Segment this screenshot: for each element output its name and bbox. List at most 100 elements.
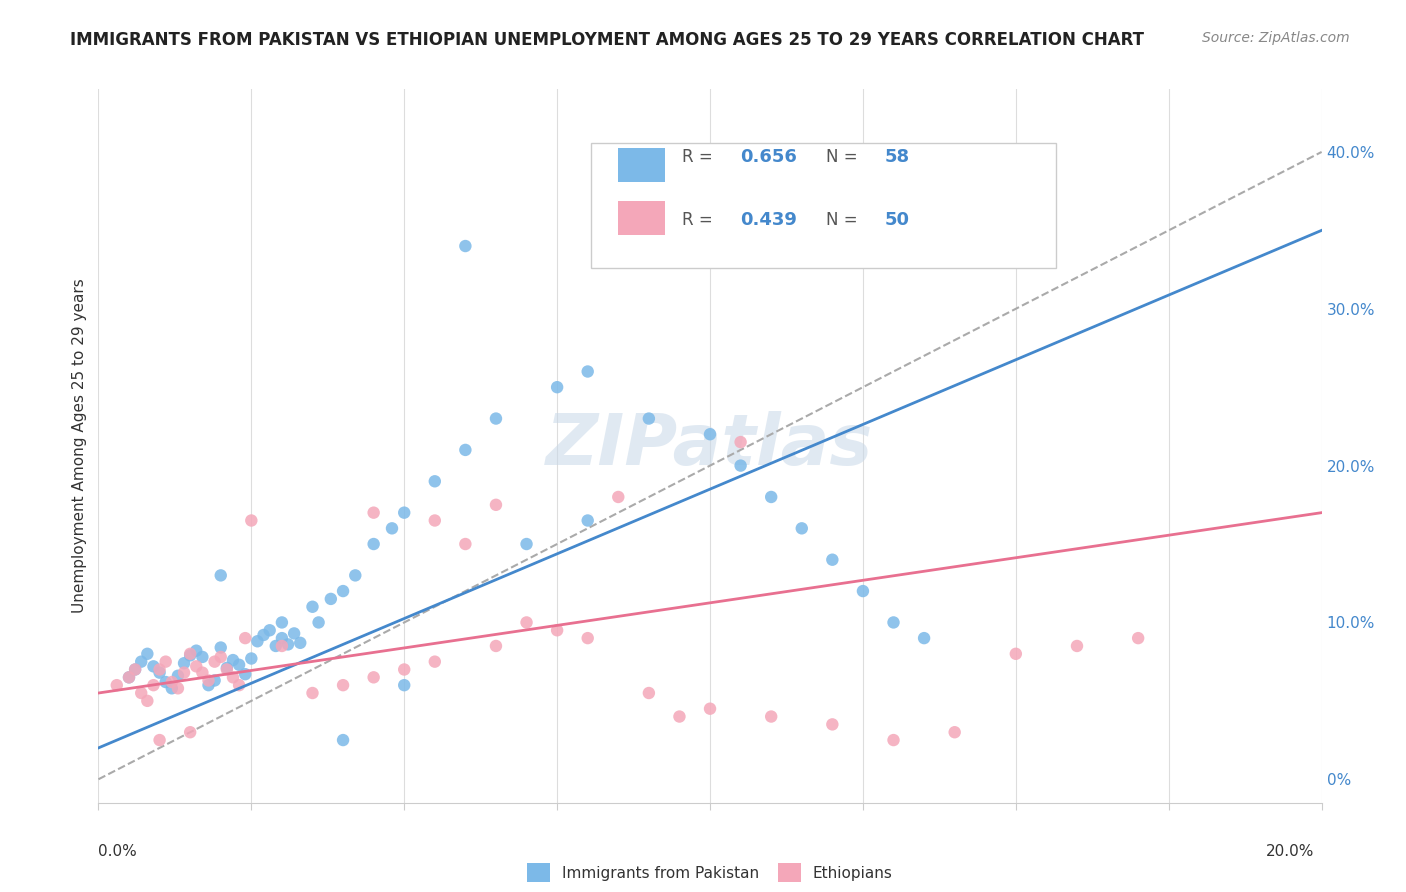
Text: ZIPatlas: ZIPatlas [547, 411, 873, 481]
Text: 50: 50 [884, 211, 910, 228]
Point [160, 681, 183, 696]
Point [160, 675, 183, 690]
Text: 0.0%: 0.0% [98, 845, 138, 859]
Point [142, 678, 165, 692]
Point [167, 681, 190, 696]
FancyBboxPatch shape [592, 143, 1056, 268]
Point [240, 514, 263, 528]
Point [290, 636, 312, 650]
Point [485, 639, 508, 653]
Point [264, 639, 287, 653]
Point [668, 709, 690, 723]
Point [228, 678, 250, 692]
Point [142, 659, 165, 673]
Point [454, 442, 477, 457]
Point [319, 591, 342, 606]
Point [423, 514, 446, 528]
Bar [619, 148, 665, 182]
Point [308, 615, 330, 630]
Point [392, 678, 416, 692]
Point [759, 709, 782, 723]
Point [240, 651, 263, 665]
Point [233, 631, 256, 645]
Point [576, 514, 599, 528]
Bar [619, 202, 665, 235]
Point [149, 665, 172, 680]
Point [485, 411, 508, 425]
Point [730, 458, 752, 473]
Point [1004, 647, 1026, 661]
Point [1128, 631, 1150, 645]
Point [332, 733, 354, 747]
Point [129, 686, 152, 700]
Text: N =: N = [827, 148, 863, 166]
Text: 0.656: 0.656 [741, 148, 797, 166]
Point [790, 521, 813, 535]
Point [191, 649, 214, 664]
Point [209, 640, 232, 655]
Point [277, 637, 299, 651]
Point [105, 678, 128, 692]
Point [124, 663, 146, 677]
Point [233, 667, 256, 681]
Point [301, 686, 323, 700]
Point [270, 631, 292, 645]
Text: 58: 58 [884, 148, 910, 166]
Point [454, 537, 477, 551]
Point [392, 506, 416, 520]
Point [259, 624, 281, 638]
Point [209, 568, 232, 582]
Text: 20.0%: 20.0% [1267, 845, 1315, 859]
Point [149, 663, 172, 677]
Point [576, 631, 599, 645]
Point [215, 663, 238, 677]
Text: R =: R = [682, 148, 718, 166]
Point [252, 628, 274, 642]
Point [363, 506, 385, 520]
Point [576, 364, 599, 378]
Y-axis label: Unemployment Among Ages 25 to 29 years: Unemployment Among Ages 25 to 29 years [72, 278, 87, 614]
Point [759, 490, 782, 504]
Point [186, 659, 208, 673]
Point [546, 380, 568, 394]
Point [173, 665, 195, 680]
Point [699, 702, 721, 716]
Point [699, 427, 721, 442]
Point [485, 498, 508, 512]
Point [204, 655, 226, 669]
Point [222, 670, 245, 684]
Point [149, 733, 172, 747]
Point [124, 663, 146, 677]
Text: 0.439: 0.439 [741, 211, 797, 228]
Point [516, 615, 538, 630]
Point [332, 678, 354, 692]
Point [179, 648, 201, 663]
Point [423, 655, 446, 669]
Point [129, 655, 152, 669]
Point [155, 655, 177, 669]
Point [246, 634, 269, 648]
Point [363, 670, 385, 684]
Point [852, 584, 875, 599]
Point [454, 239, 477, 253]
Point [136, 694, 159, 708]
Point [118, 670, 141, 684]
Point [637, 411, 661, 425]
Point [197, 678, 219, 692]
Point [179, 725, 201, 739]
Point [912, 631, 935, 645]
Point [381, 521, 404, 535]
Text: N =: N = [827, 211, 863, 228]
Point [283, 626, 305, 640]
Point [136, 647, 159, 661]
Point [270, 639, 292, 653]
Point [637, 686, 661, 700]
Point [186, 643, 208, 657]
Point [344, 568, 367, 582]
Legend: Immigrants from Pakistan, Ethiopians: Immigrants from Pakistan, Ethiopians [522, 857, 898, 888]
Text: R =: R = [682, 211, 718, 228]
Point [730, 435, 752, 450]
Point [1066, 639, 1088, 653]
Point [228, 657, 250, 672]
Point [222, 653, 245, 667]
